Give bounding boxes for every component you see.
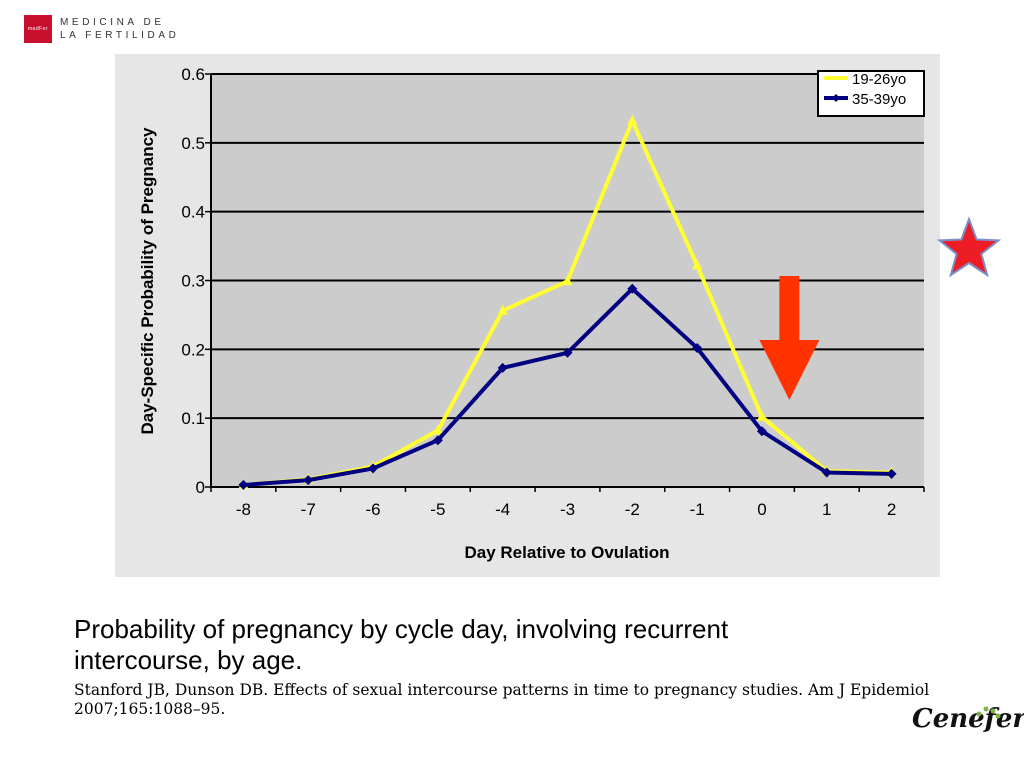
y-axis-label: Day-Specific Probability of Pregnancy <box>138 127 157 435</box>
data-point <box>886 468 897 479</box>
x-tick-label: -1 <box>690 500 705 519</box>
arrow-shaft <box>779 276 800 354</box>
x-tick-label: -2 <box>625 500 640 519</box>
x-tick-label: -7 <box>301 500 316 519</box>
x-axis-label: Day Relative to Ovulation <box>465 543 670 562</box>
brand-mark: madFer <box>24 15 52 43</box>
slide-title: Probability of pregnancy by cycle day, i… <box>74 614 729 675</box>
data-point <box>238 479 249 490</box>
brand-line-1: MEDICINA DE <box>60 17 165 28</box>
y-tick-label: 0.1 <box>181 409 205 428</box>
down-arrow-icon <box>759 276 820 400</box>
legend-label: 19-26yo <box>852 71 906 88</box>
data-point <box>368 463 379 474</box>
y-tick-label: 0.6 <box>181 65 205 84</box>
series-35-39yo <box>238 283 897 490</box>
data-point <box>627 283 638 294</box>
legend: 19-26yo 35-39yo <box>817 70 925 117</box>
y-tick-label: 0.4 <box>181 203 205 222</box>
star-icon <box>936 216 1002 278</box>
x-tick-label: 1 <box>822 500 831 519</box>
y-tick-label: 0.5 <box>181 134 205 153</box>
legend-marker <box>832 94 840 102</box>
x-tick-label: 2 <box>887 500 896 519</box>
brand-logo: madFer MEDICINA DE LA FERTILIDAD <box>24 14 179 44</box>
x-tick-label: 0 <box>757 500 766 519</box>
data-point <box>497 304 508 315</box>
x-tick-label: -4 <box>495 500 510 519</box>
sprout-icon <box>976 706 1001 719</box>
data-point <box>432 424 443 435</box>
data-point <box>562 275 573 286</box>
data-point <box>692 259 703 270</box>
brand-line-2: LA FERTILIDAD <box>60 30 180 41</box>
star-shape <box>936 216 1002 278</box>
y-tick-label: 0.2 <box>181 340 205 359</box>
cenefer-logo: Cenefer <box>912 704 1024 734</box>
data-point <box>562 347 573 358</box>
citation: Stanford JB, Dunson DB. Effects of sexua… <box>74 681 930 718</box>
x-tick-label: -6 <box>365 500 380 519</box>
y-tick-label: 0.3 <box>181 272 205 291</box>
x-tick-label: -8 <box>236 500 251 519</box>
brand-name: MEDICINA DE LA FERTILIDAD <box>60 16 179 42</box>
data-point <box>756 426 767 437</box>
x-tick-label: -5 <box>430 500 445 519</box>
data-point <box>821 467 832 478</box>
data-point <box>432 435 443 446</box>
data-point <box>692 342 703 353</box>
y-tick-label: 0 <box>196 478 205 497</box>
arrow-head <box>759 340 820 400</box>
x-tick-label: -3 <box>560 500 575 519</box>
legend-label: 35-39yo <box>852 91 906 108</box>
data-point <box>627 114 638 125</box>
data-point <box>497 362 508 373</box>
data-point <box>303 475 314 486</box>
data-point <box>756 410 767 421</box>
